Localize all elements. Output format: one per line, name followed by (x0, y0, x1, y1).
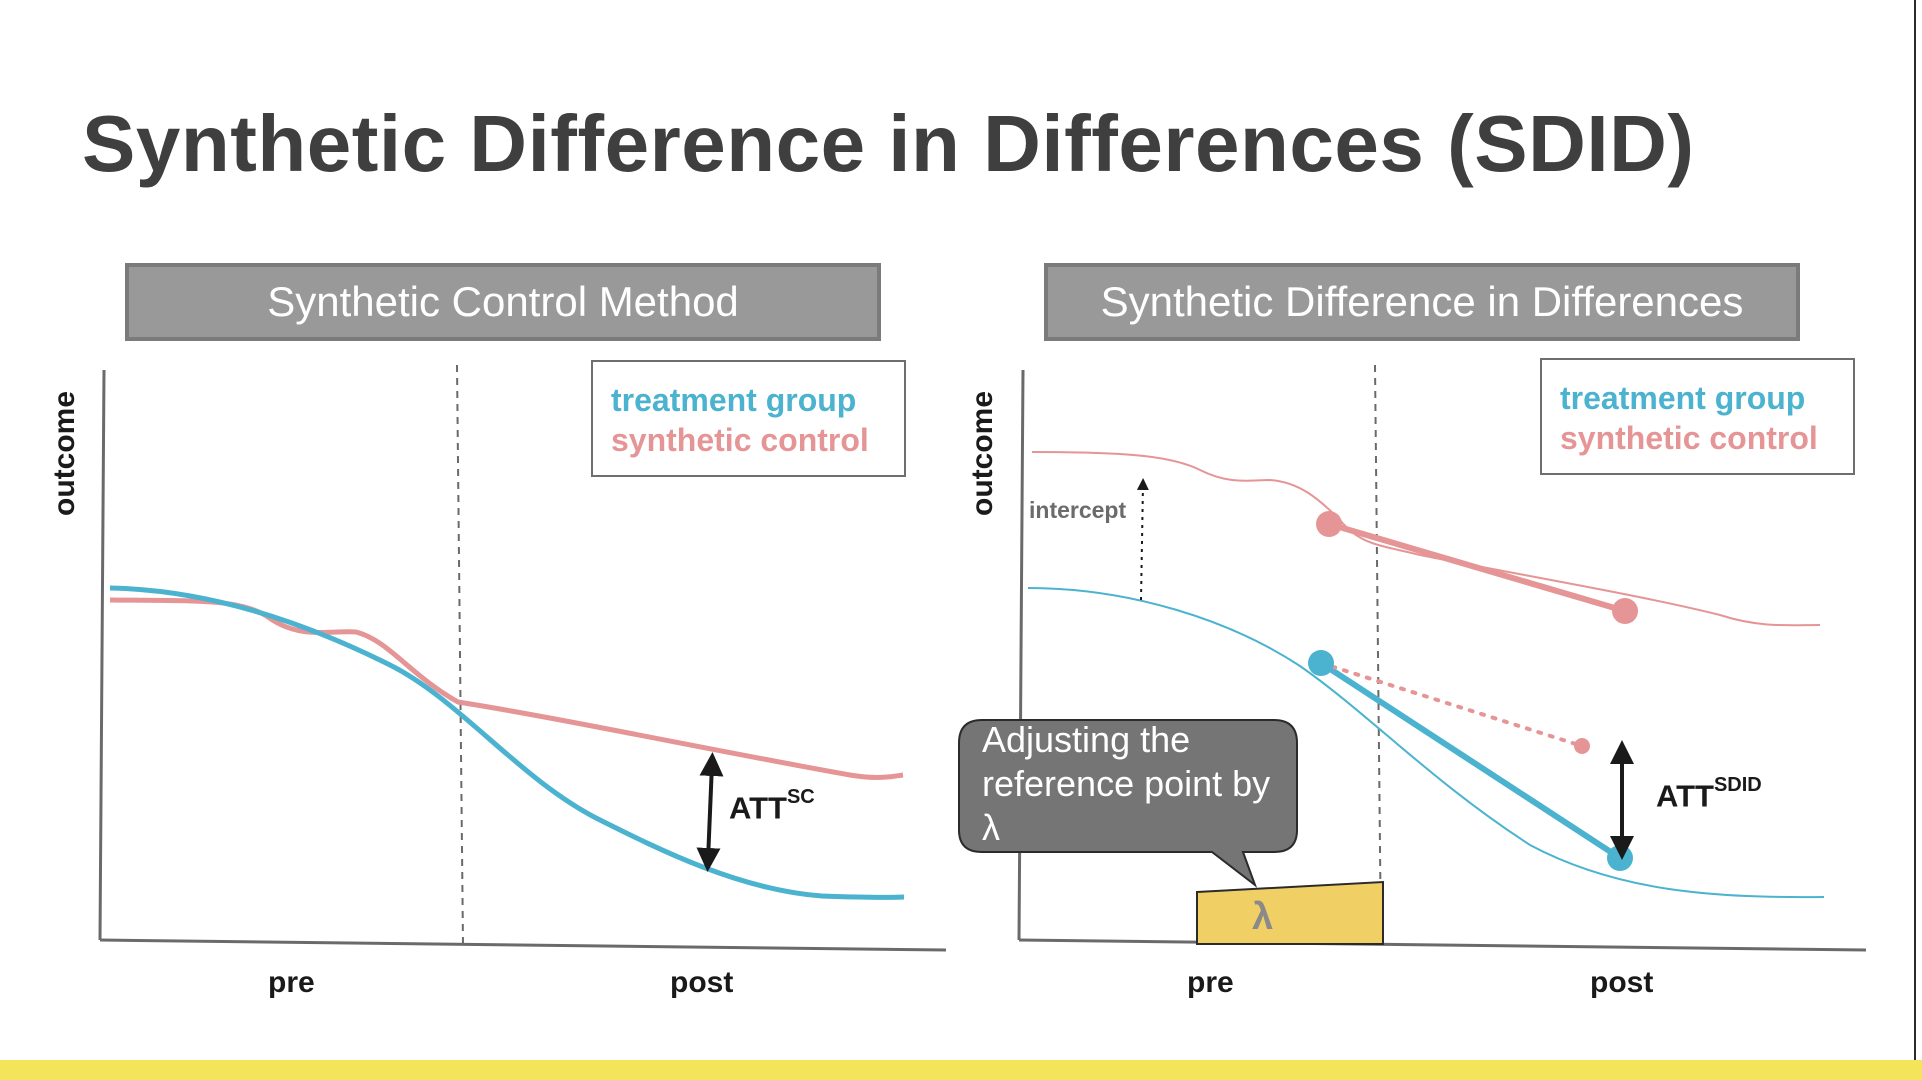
lambda-weight-box (1196, 880, 1384, 945)
bottom-accent-bar (0, 1060, 1922, 1080)
sdid-counterfactual-dotted (1319, 661, 1584, 748)
sdid-synthetic-control-line (1031, 451, 1821, 627)
sdid-treatment-point-post (1607, 845, 1633, 871)
lambda-callout-text: Adjusting the reference point by λ (982, 719, 1271, 848)
sdid-y-axis-label: outcome (966, 390, 999, 516)
scm-legend: treatment group synthetic control (591, 360, 906, 477)
scm-y-axis (98, 369, 106, 941)
sdid-legend: treatment group synthetic control (1540, 358, 1855, 475)
scm-att-arrow (696, 752, 724, 872)
sdid-legend-treatment: treatment group (1560, 380, 1806, 416)
scm-att-label-base: ATT (729, 790, 787, 826)
sdid-intercept-label: intercept (1029, 497, 1127, 523)
scm-att-label: ATTSC (729, 786, 815, 826)
slide-title: Synthetic Difference in Differences (SDI… (82, 99, 1695, 188)
slide-right-edge (1914, 0, 1916, 1060)
scm-axes (98, 364, 947, 952)
sdid-intercept-arrow (1136, 478, 1149, 601)
scm-x-axis (99, 938, 947, 952)
sdid-x-label-pre: pre (1187, 966, 1234, 999)
sdid-panel-header: Synthetic Difference in Differences (1044, 263, 1800, 341)
lambda-callout-bubble (958, 719, 1298, 888)
sdid-treatment-point-pre (1308, 650, 1334, 676)
sdid-att-label-sup: SDID (1713, 774, 1762, 796)
sdid-y-axis (1017, 369, 1025, 941)
scm-x-label-pre: pre (268, 966, 315, 999)
scm-legend-control: synthetic control (611, 422, 869, 458)
sdid-control-trend-segment (1328, 521, 1626, 614)
sdid-legend-control: synthetic control (1560, 420, 1818, 456)
sdid-att-label: ATTSDID (1656, 774, 1762, 814)
sdid-treatment-divider (1374, 364, 1382, 946)
scm-y-axis-label: outcome (48, 390, 81, 516)
sdid-treatment-trend-segment (1319, 660, 1622, 861)
lambda-weight-label: λ (1252, 896, 1274, 938)
sdid-panel-header-label: Synthetic Difference in Differences (1100, 278, 1744, 325)
scm-panel-header: Synthetic Control Method (125, 263, 881, 341)
scm-x-label-post: post (670, 966, 734, 999)
scm-treatment-divider (456, 364, 464, 946)
sdid-control-point-pre (1316, 511, 1342, 537)
scm-att-label-sup: SC (786, 786, 815, 808)
sdid-x-label-post: post (1590, 966, 1654, 999)
sdid-treatment-line (1027, 587, 1825, 899)
sdid-control-point-post (1612, 598, 1638, 624)
sdid-counterfactual-point (1574, 738, 1590, 754)
scm-treatment-line (109, 585, 905, 900)
scm-panel-header-label: Synthetic Control Method (267, 278, 739, 325)
sdid-att-label-base: ATT (1656, 778, 1714, 814)
scm-legend-treatment: treatment group (611, 382, 857, 418)
sdid-x-axis (1018, 938, 1867, 952)
